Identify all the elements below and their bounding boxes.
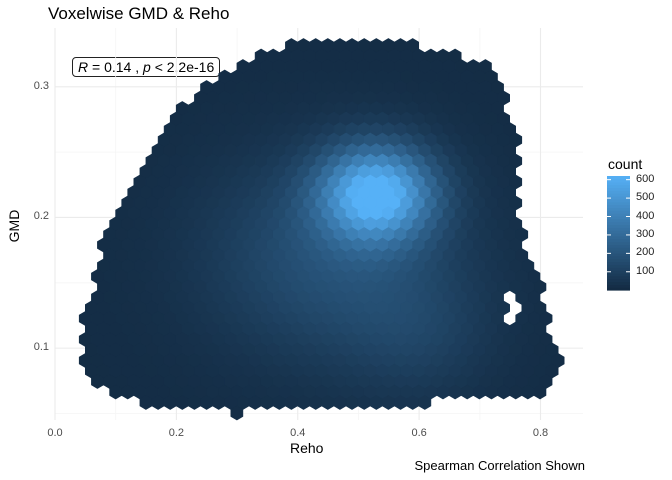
legend-color-segment: [607, 284, 630, 288]
legend-color-segment: [607, 244, 630, 248]
x-axis-label: Reho: [290, 440, 324, 456]
legend-color-segment: [607, 193, 630, 197]
legend-color-segment: [607, 190, 630, 194]
legend-color-segment: [607, 218, 630, 223]
legend-color-segment: [607, 224, 630, 228]
legend-color-segment: [607, 187, 630, 191]
legend-color-segment: [607, 233, 630, 237]
legend-color-segment: [607, 227, 630, 231]
legend-color-segment: [607, 207, 630, 211]
legend-tick-label: 600: [636, 172, 655, 185]
legend-title: count: [608, 156, 643, 172]
legend-color-segment: [607, 281, 630, 285]
legend-color-segment: [607, 267, 630, 271]
legend-color-segment: [607, 176, 630, 180]
legend-color-segment: [607, 204, 630, 208]
legend-color-segment: [607, 184, 630, 188]
legend-color-segment: [607, 235, 630, 240]
legend-color-segment: [607, 272, 630, 277]
hexbin-cell: [418, 395, 432, 410]
p-value: < 2.2e-16: [154, 59, 215, 75]
x-tick-label: 0.6: [411, 427, 427, 439]
legend-color-segment: [607, 213, 630, 217]
legend-color-segment: [607, 181, 630, 186]
y-tick-label: 0.2: [33, 210, 49, 223]
legend-color-segment: [607, 250, 630, 254]
legend-color-segment: [607, 264, 630, 268]
r-label: R: [78, 59, 89, 75]
legend-tick-label: 500: [636, 191, 655, 204]
legend-color-segment: [607, 252, 630, 257]
legend-color-segment: [607, 215, 630, 220]
legend-color-segment: [607, 270, 630, 274]
legend-color-segment: [607, 210, 630, 214]
legend-color-segment: [607, 198, 630, 203]
hexbin-cell: [533, 384, 547, 400]
legend-color-segment: [607, 278, 630, 283]
hexbin-cell: [230, 405, 244, 421]
y-tick-label: 0.1: [33, 341, 49, 354]
legend-color-segment: [607, 287, 630, 291]
x-tick-label: 0.2: [168, 427, 185, 439]
chart-caption: Spearman Correlation Shown: [414, 458, 585, 473]
legend-color-segment: [607, 178, 630, 183]
legend-tick-label: 200: [636, 246, 655, 259]
legend-color-segment: [607, 221, 630, 226]
x-tick-label: 0.0: [47, 427, 63, 439]
y-tick-label: 0.3: [33, 79, 49, 92]
y-axis-label: GMD: [6, 209, 22, 243]
legend-colorbar: [607, 176, 630, 291]
p-label: p: [143, 59, 151, 75]
legend-tick-label: 300: [636, 227, 655, 240]
legend-color-segment: [607, 230, 630, 234]
legend-color-segment: [607, 195, 630, 200]
legend-tick-label: 400: [636, 209, 655, 222]
hexbin-cells: [78, 38, 565, 421]
x-tick-label: 0.4: [290, 427, 306, 439]
legend-color-segment: [607, 247, 630, 251]
chart-title: Voxelwise GMD & Reho: [48, 4, 230, 23]
legend-color-segment: [607, 261, 630, 265]
legend-tick-label: 100: [636, 264, 655, 277]
legend-color-segment: [607, 258, 630, 263]
legend-color-segment: [607, 238, 630, 243]
legend-color-segment: [607, 201, 630, 206]
x-tick-label: 0.8: [532, 427, 549, 439]
legend-color-segment: [607, 275, 630, 280]
legend-color-segment: [607, 255, 630, 260]
legend-color-segment: [607, 241, 630, 245]
